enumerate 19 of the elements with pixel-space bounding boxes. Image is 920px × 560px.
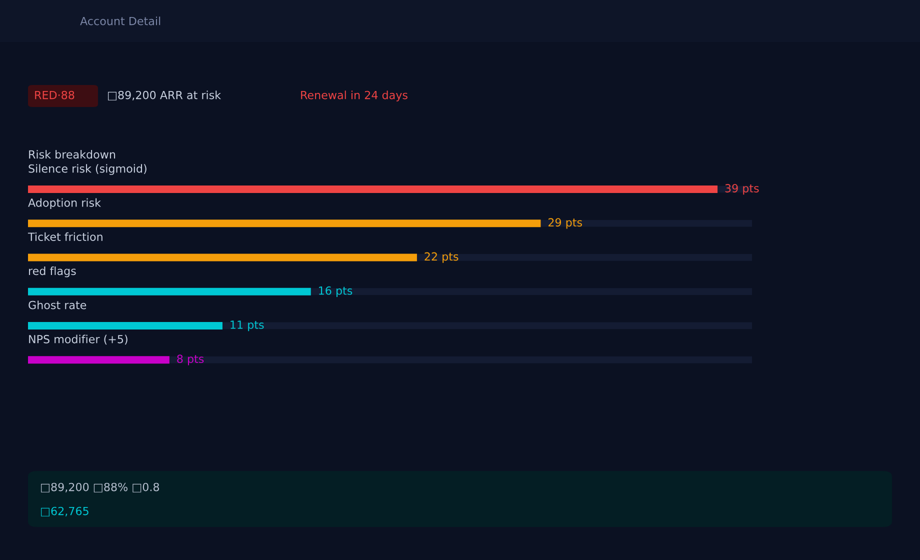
data-label: 22 pts [424, 252, 458, 263]
y-tick-label: Ticket friction [28, 232, 102, 241]
text: RED·88 [35, 90, 74, 100]
text: Renewal in 24 days [301, 90, 408, 102]
y-tick-label: Adoption risk [28, 198, 101, 210]
data-label: 16 pts [319, 286, 352, 297]
text: Account Detail [80, 16, 160, 26]
y-tick-label: Silence risk (sigmoid) [28, 164, 146, 175]
y-tick-label: NPS modifier (+5) [29, 334, 128, 345]
y-tick-label: red flags [29, 266, 76, 278]
text: □62,765 [41, 506, 88, 516]
y-tick-label: Ghost rate [28, 300, 86, 310]
data-label: 11 pts [230, 320, 264, 332]
text: □89,200 ARR at risk [108, 90, 222, 100]
data-label: 39 pts [725, 184, 759, 195]
text: □89,200 □88% □0.8 [41, 482, 160, 492]
data-label: 8 pts [177, 354, 204, 366]
chart-title: Risk breakdown [29, 150, 116, 159]
data-label: 29 pts [548, 218, 582, 229]
